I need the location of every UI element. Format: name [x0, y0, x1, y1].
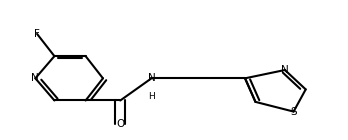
Text: N: N [281, 65, 289, 75]
Text: N: N [31, 73, 39, 83]
Text: S: S [290, 107, 297, 117]
Text: O: O [116, 119, 124, 129]
Text: H: H [148, 92, 155, 101]
Text: F: F [34, 29, 40, 39]
Text: N: N [148, 73, 155, 83]
